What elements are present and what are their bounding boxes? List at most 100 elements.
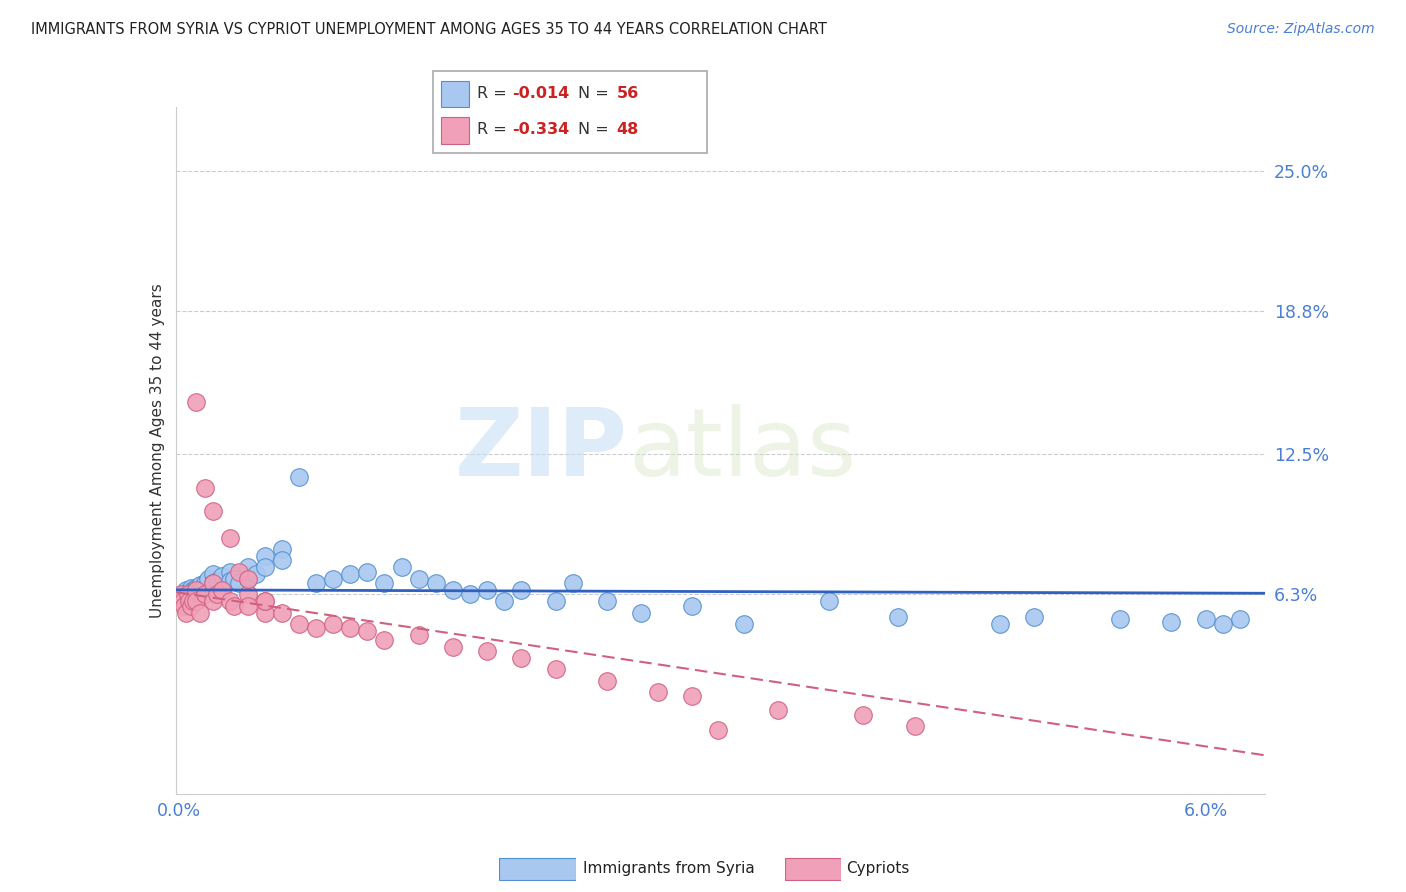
Point (194, 587, 217, 601)
Text: 48: 48 (617, 122, 638, 137)
Point (681, 690, 703, 704)
Point (177, 587, 200, 601)
Point (339, 566, 361, 581)
Y-axis label: Unemployment Among Ages 35 to 44 years: Unemployment Among Ages 35 to 44 years (149, 283, 165, 618)
Point (197, 572, 219, 586)
Point (186, 585, 208, 599)
Text: Source: ZipAtlas.com: Source: ZipAtlas.com (1227, 22, 1375, 37)
Point (205, 587, 228, 601)
Text: R =: R = (477, 86, 512, 101)
Point (236, 599, 259, 613)
Text: N =: N = (578, 122, 614, 137)
Text: -0.334: -0.334 (513, 122, 569, 137)
Point (596, 673, 619, 688)
Point (886, 610, 908, 624)
Point (180, 599, 202, 613)
Point (288, 469, 311, 483)
Point (236, 572, 259, 586)
Point (475, 582, 498, 597)
Point (253, 594, 276, 608)
Point (172, 594, 194, 608)
Point (236, 560, 259, 574)
Point (179, 594, 201, 608)
Point (818, 594, 841, 608)
Point (596, 594, 619, 608)
Point (219, 594, 242, 608)
Point (170, 587, 193, 601)
Bar (441, 81, 468, 107)
Point (236, 587, 259, 601)
Point (270, 553, 292, 567)
Point (544, 662, 567, 676)
Point (186, 581, 208, 595)
Point (305, 621, 328, 635)
Point (186, 594, 208, 608)
Point (181, 594, 204, 608)
Point (373, 632, 395, 647)
Point (194, 576, 217, 591)
Point (219, 565, 242, 579)
Point (339, 621, 361, 635)
Point (211, 569, 233, 583)
Point (707, 723, 730, 738)
Point (222, 599, 245, 613)
Point (322, 616, 344, 631)
Point (202, 503, 225, 517)
Point (245, 566, 267, 581)
Point (561, 576, 583, 591)
Point (766, 703, 789, 717)
Point (253, 606, 276, 620)
Point (305, 576, 328, 591)
Point (236, 572, 259, 586)
Bar (441, 118, 468, 144)
Point (441, 582, 464, 597)
Point (181, 582, 204, 597)
Point (186, 582, 208, 597)
Point (253, 549, 276, 563)
Point (188, 606, 211, 620)
Point (1212, 616, 1234, 631)
Point (630, 606, 652, 620)
Point (356, 624, 378, 638)
Point (177, 585, 200, 599)
Text: 56: 56 (617, 86, 638, 101)
Point (733, 616, 755, 631)
Point (408, 628, 430, 642)
Point (190, 582, 212, 597)
Point (202, 576, 225, 591)
Point (174, 606, 197, 620)
Point (356, 565, 378, 579)
Point (441, 640, 464, 654)
Point (228, 576, 250, 591)
Point (172, 587, 194, 601)
Point (373, 576, 395, 591)
Point (647, 685, 669, 699)
Point (681, 599, 703, 613)
Point (1194, 612, 1216, 626)
Point (228, 565, 250, 579)
Point (205, 574, 228, 588)
Point (202, 594, 225, 608)
Point (322, 572, 344, 586)
Point (1160, 615, 1182, 629)
Point (904, 719, 927, 733)
Point (988, 616, 1011, 631)
Point (270, 606, 292, 620)
Point (174, 582, 197, 597)
Point (288, 616, 311, 631)
Text: atlas: atlas (628, 404, 856, 497)
Point (1109, 612, 1132, 626)
Point (253, 594, 276, 608)
Text: Cypriots: Cypriots (846, 862, 910, 876)
Point (1229, 612, 1251, 626)
Point (194, 481, 217, 495)
Point (475, 644, 498, 658)
Point (222, 572, 245, 586)
Point (219, 531, 242, 545)
Point (202, 576, 225, 591)
Text: N =: N = (578, 86, 614, 101)
Point (391, 560, 413, 574)
Text: IMMIGRANTS FROM SYRIA VS CYPRIOT UNEMPLOYMENT AMONG AGES 35 TO 44 YEARS CORRELAT: IMMIGRANTS FROM SYRIA VS CYPRIOT UNEMPLO… (31, 22, 827, 37)
Text: R =: R = (477, 122, 512, 137)
Point (510, 651, 533, 665)
